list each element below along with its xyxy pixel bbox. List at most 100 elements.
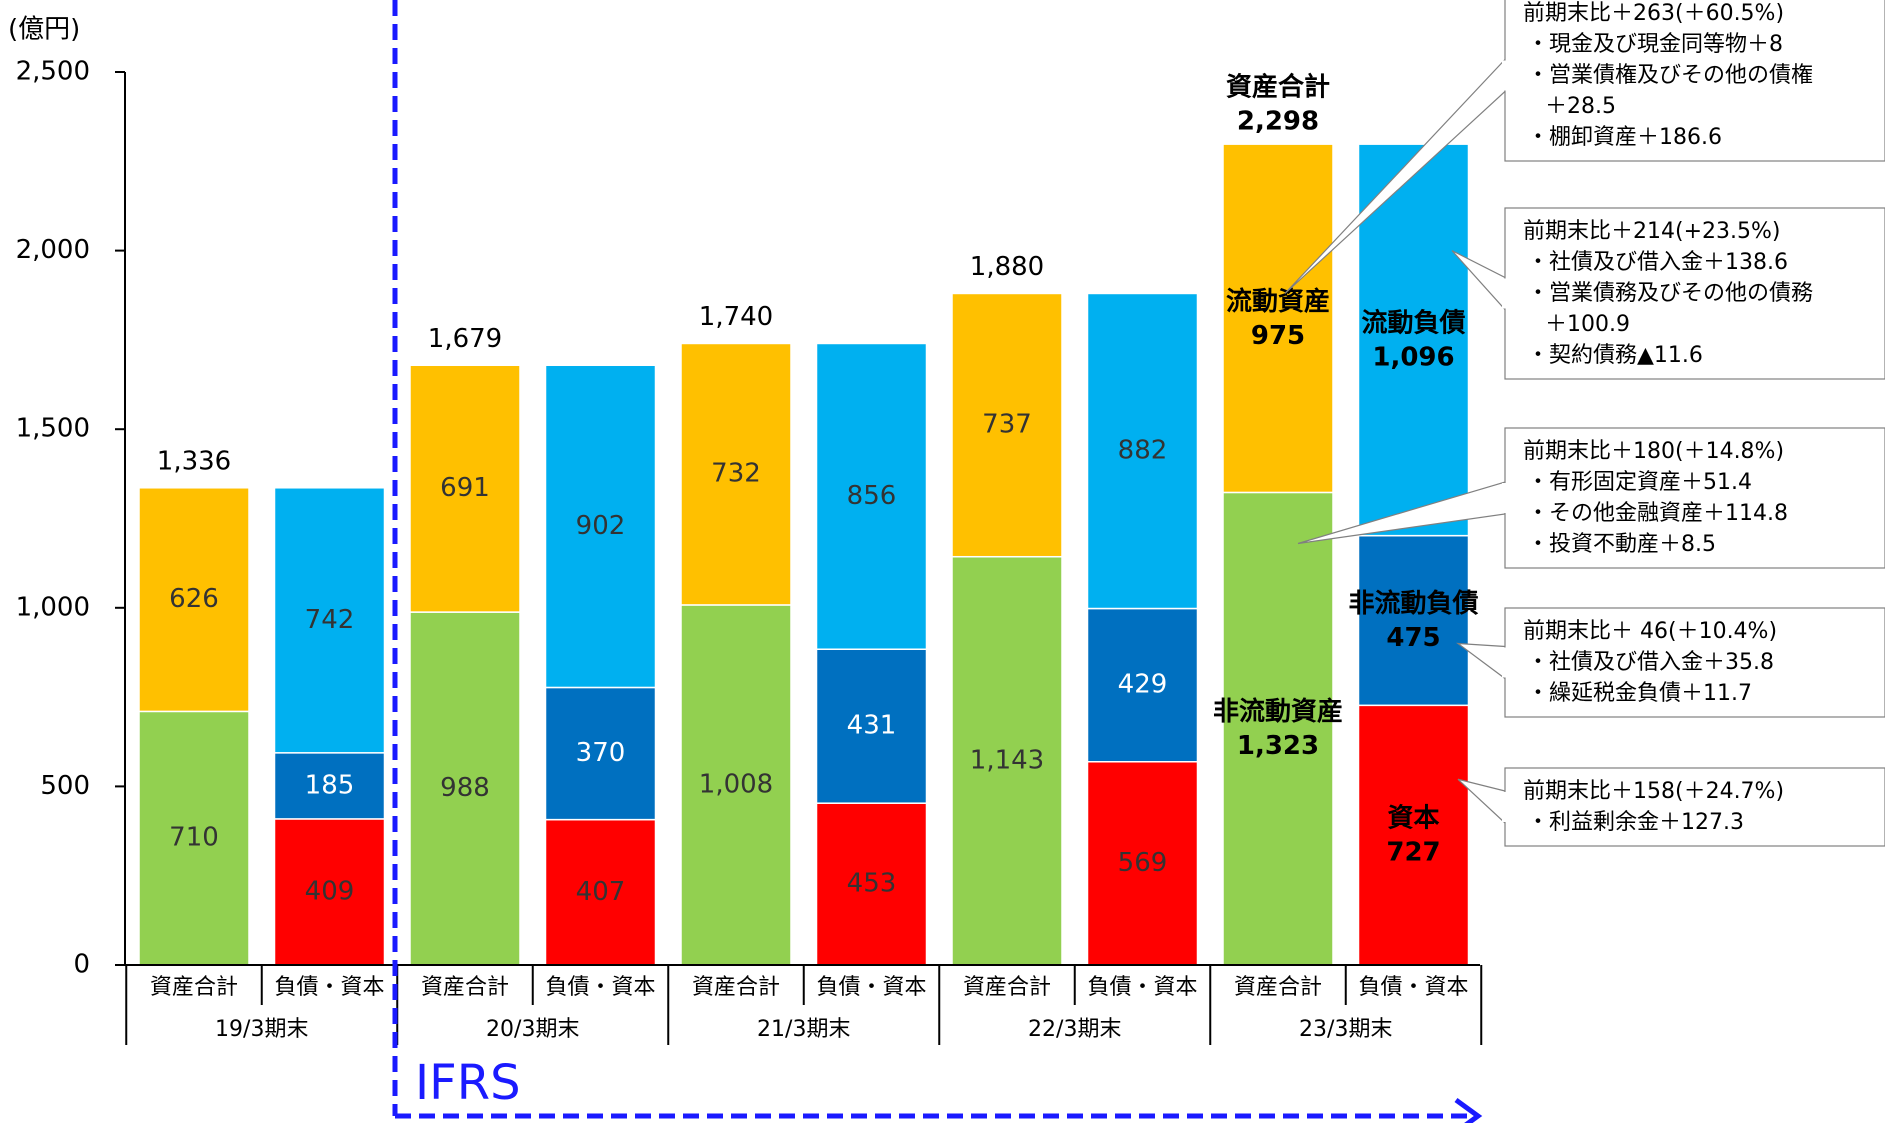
callout-joint bbox=[1502, 647, 1508, 678]
callout-joint bbox=[1502, 792, 1508, 822]
annotations: 前期末比＋263(＋60.5%) ・現金及び現金同等物＋8 ・営業債権及びその他の債… bbox=[1284, 0, 1885, 847]
callout-text: 前期末比＋263(＋60.5%) bbox=[1523, 1, 1784, 26]
callout-joint bbox=[1502, 483, 1508, 513]
bar-segment-ncl bbox=[1357, 534, 1470, 707]
bar-category-label: 負債・資本 bbox=[274, 975, 384, 1000]
y-tick-label: 500 bbox=[40, 771, 90, 801]
x-axis-categories: 資産合計 負債・資本 19/3期末 資産合計 負債・資本 20/3期末 資産合計 負債・資本 2… bbox=[125, 964, 1483, 1045]
bar-segment-ncl bbox=[1086, 607, 1199, 763]
data-label: 1,096 bbox=[1372, 342, 1454, 372]
y-tick-label: 2,000 bbox=[16, 235, 90, 265]
bar-category-label: 資産合計 bbox=[692, 975, 780, 1000]
bar-segment-eq bbox=[544, 818, 657, 966]
y-unit-label: (億円) bbox=[8, 15, 80, 45]
data-label: 453 bbox=[847, 869, 897, 899]
data-label: 370 bbox=[576, 738, 626, 768]
y-axis: 0 500 1,000 1,500 2,000 2,500 (億円) bbox=[8, 15, 126, 980]
data-label: 1,323 bbox=[1237, 731, 1319, 761]
data-label: 475 bbox=[1386, 623, 1440, 653]
callout-text: ・営業債権及びその他の債権 bbox=[1527, 63, 1813, 88]
data-label: 737 bbox=[982, 410, 1032, 440]
data-label: 732 bbox=[711, 459, 761, 489]
bar-segment-ca bbox=[680, 342, 792, 606]
segment-name: 資本 bbox=[1387, 804, 1439, 834]
data-label: 185 bbox=[305, 770, 355, 800]
ifrs-marker: IFRS bbox=[392, 0, 1483, 1123]
data-label: 409 bbox=[305, 876, 355, 906]
bar-segment-cl bbox=[544, 364, 657, 689]
segment-name: 非流動資産 bbox=[1213, 696, 1343, 727]
bar-category-label: 資産合計 bbox=[421, 975, 509, 1000]
callout-text: 前期末比＋158(＋24.7%) bbox=[1523, 779, 1784, 804]
data-label: 882 bbox=[1118, 435, 1168, 465]
bar-segment-cl bbox=[273, 487, 386, 754]
period-label: 23/3期末 bbox=[1299, 1017, 1392, 1042]
y-tick-label: 2,500 bbox=[16, 57, 90, 87]
bar-segment-ca bbox=[138, 487, 250, 713]
y-tick-label: 1,500 bbox=[16, 414, 90, 444]
data-label: 710 bbox=[169, 823, 219, 853]
callout-text: ・契約債務▲11.6 bbox=[1527, 343, 1703, 368]
total-title: 資産合計 bbox=[1226, 72, 1330, 103]
data-label: 429 bbox=[1118, 670, 1168, 700]
callout-box bbox=[1504, 427, 1885, 569]
bars: 710 626 1,336 409 185 742 988 691 1,679 407 370 902… bbox=[138, 72, 1479, 966]
callout-text: 前期末比＋ 46(＋10.4%) bbox=[1523, 619, 1777, 644]
y-tick-label: 1,000 bbox=[16, 592, 90, 622]
bar-segment-nca bbox=[409, 611, 521, 966]
y-tick-label: 0 bbox=[73, 950, 90, 980]
ifrs-arrow-head bbox=[1454, 1097, 1483, 1123]
callout-text: ・有形固定資産＋51.4 bbox=[1527, 470, 1752, 495]
callout-joint bbox=[1502, 60, 1508, 91]
bar-segment-eq bbox=[273, 818, 386, 966]
data-label: 975 bbox=[1251, 321, 1305, 351]
period-label: 19/3期末 bbox=[215, 1017, 308, 1042]
total-label: 1,679 bbox=[428, 324, 502, 354]
data-label: 727 bbox=[1386, 838, 1440, 868]
callout-text: ・現金及び現金同等物＋8 bbox=[1527, 32, 1783, 57]
data-label: 569 bbox=[1118, 848, 1168, 878]
bar-category-label: 負債・資本 bbox=[545, 975, 655, 1000]
callout-text: ・社債及び借入金＋138.6 bbox=[1527, 250, 1788, 275]
data-label: 626 bbox=[169, 584, 219, 614]
data-label: 988 bbox=[440, 773, 490, 803]
bar-segment-cl bbox=[815, 342, 928, 650]
bar-segment-ca bbox=[409, 364, 521, 613]
callout-joint bbox=[1502, 278, 1508, 309]
callout-text: ＋28.5 bbox=[1545, 94, 1616, 119]
bar-segment-eq bbox=[1086, 761, 1199, 966]
bar-category-label: 負債・資本 bbox=[1087, 975, 1197, 1000]
callout-text: ・繰延税金負債＋11.7 bbox=[1527, 681, 1752, 706]
bar-category-label: 資産合計 bbox=[963, 975, 1051, 1000]
callout-text: ＋100.9 bbox=[1545, 312, 1630, 337]
callout-text: ・その他金融資産＋114.8 bbox=[1527, 501, 1788, 526]
data-label: 902 bbox=[576, 511, 626, 541]
bar-segment-ncl bbox=[273, 752, 386, 820]
data-label: 856 bbox=[847, 481, 897, 511]
bar-segment-nca bbox=[951, 555, 1063, 966]
period-label: 21/3期末 bbox=[757, 1017, 850, 1042]
data-label: 691 bbox=[440, 473, 490, 503]
total-label: 1,740 bbox=[699, 302, 773, 332]
segment-name: 非流動負債 bbox=[1348, 589, 1478, 619]
callout-text: ・利益剰余金＋127.3 bbox=[1527, 810, 1744, 835]
callout-text: 前期末比＋214(+23.5%) bbox=[1523, 219, 1780, 244]
total-label: 2,298 bbox=[1237, 107, 1319, 137]
data-label: 1,008 bbox=[699, 769, 773, 799]
callout-box bbox=[1504, 767, 1885, 847]
bar-segment-ca bbox=[1222, 143, 1334, 494]
data-label: 742 bbox=[305, 605, 355, 635]
callout-box bbox=[1504, 607, 1885, 718]
bar-segment-ca bbox=[951, 292, 1063, 558]
bar-segment-nca bbox=[1222, 491, 1334, 966]
segment-name: 流動資産 bbox=[1226, 286, 1330, 317]
bar-category-label: 負債・資本 bbox=[1358, 975, 1468, 1000]
total-label: 1,880 bbox=[970, 252, 1044, 282]
data-label: 1,143 bbox=[970, 745, 1044, 775]
bar-segment-ncl bbox=[544, 686, 657, 821]
total-label: 1,336 bbox=[157, 446, 231, 476]
callout-text: ・社債及び借入金＋35.8 bbox=[1527, 650, 1774, 675]
segment-name: 流動負債 bbox=[1361, 308, 1465, 338]
bar-segment-eq bbox=[815, 802, 928, 966]
